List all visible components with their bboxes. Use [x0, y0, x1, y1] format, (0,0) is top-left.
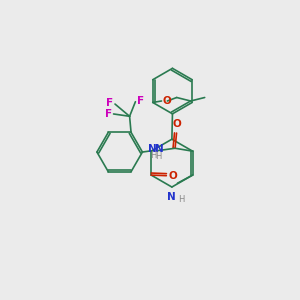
- Text: N: N: [167, 192, 176, 202]
- Text: O: O: [163, 96, 171, 106]
- Text: F: F: [137, 96, 144, 106]
- Text: H: H: [150, 151, 156, 160]
- Text: N: N: [155, 144, 164, 154]
- Text: F: F: [106, 98, 113, 109]
- Text: N: N: [148, 144, 156, 154]
- Text: H: H: [155, 152, 161, 161]
- Text: O: O: [172, 119, 181, 129]
- Text: O: O: [168, 171, 177, 181]
- Text: F: F: [105, 109, 112, 119]
- Text: H: H: [178, 195, 184, 204]
